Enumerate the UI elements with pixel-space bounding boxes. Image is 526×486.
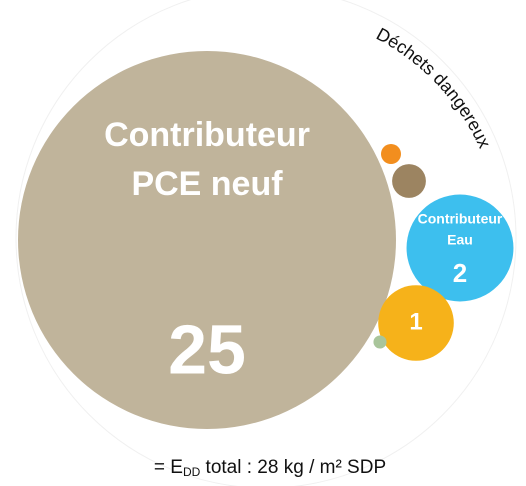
- value-label: 25: [168, 310, 246, 388]
- bubble: [406, 194, 514, 302]
- bubble: [378, 285, 454, 361]
- footnote-suffix: total : 28 kg / m² SDP: [200, 457, 386, 478]
- footnote: = EDD total : 28 kg / m² SDP: [154, 457, 386, 479]
- bubble: [380, 143, 402, 165]
- footnote-subscript: DD: [183, 465, 201, 479]
- bubble-label: PCE neuf: [131, 165, 283, 203]
- bubble: [392, 164, 426, 198]
- value-label: 1: [409, 308, 422, 335]
- bubble-label: Contributeur: [418, 211, 503, 227]
- bubble: [373, 335, 387, 349]
- footnote-prefix: = E: [154, 457, 183, 478]
- annotation: Déchets dangereux: [373, 24, 495, 151]
- bubble-label: Contributeur: [104, 116, 310, 154]
- annotation-path: Déchets dangereux: [373, 24, 495, 151]
- bubble-label: Eau: [447, 232, 473, 248]
- bubble: [18, 51, 396, 429]
- outer-ring: [15, 0, 517, 486]
- value-label: 2: [453, 258, 467, 288]
